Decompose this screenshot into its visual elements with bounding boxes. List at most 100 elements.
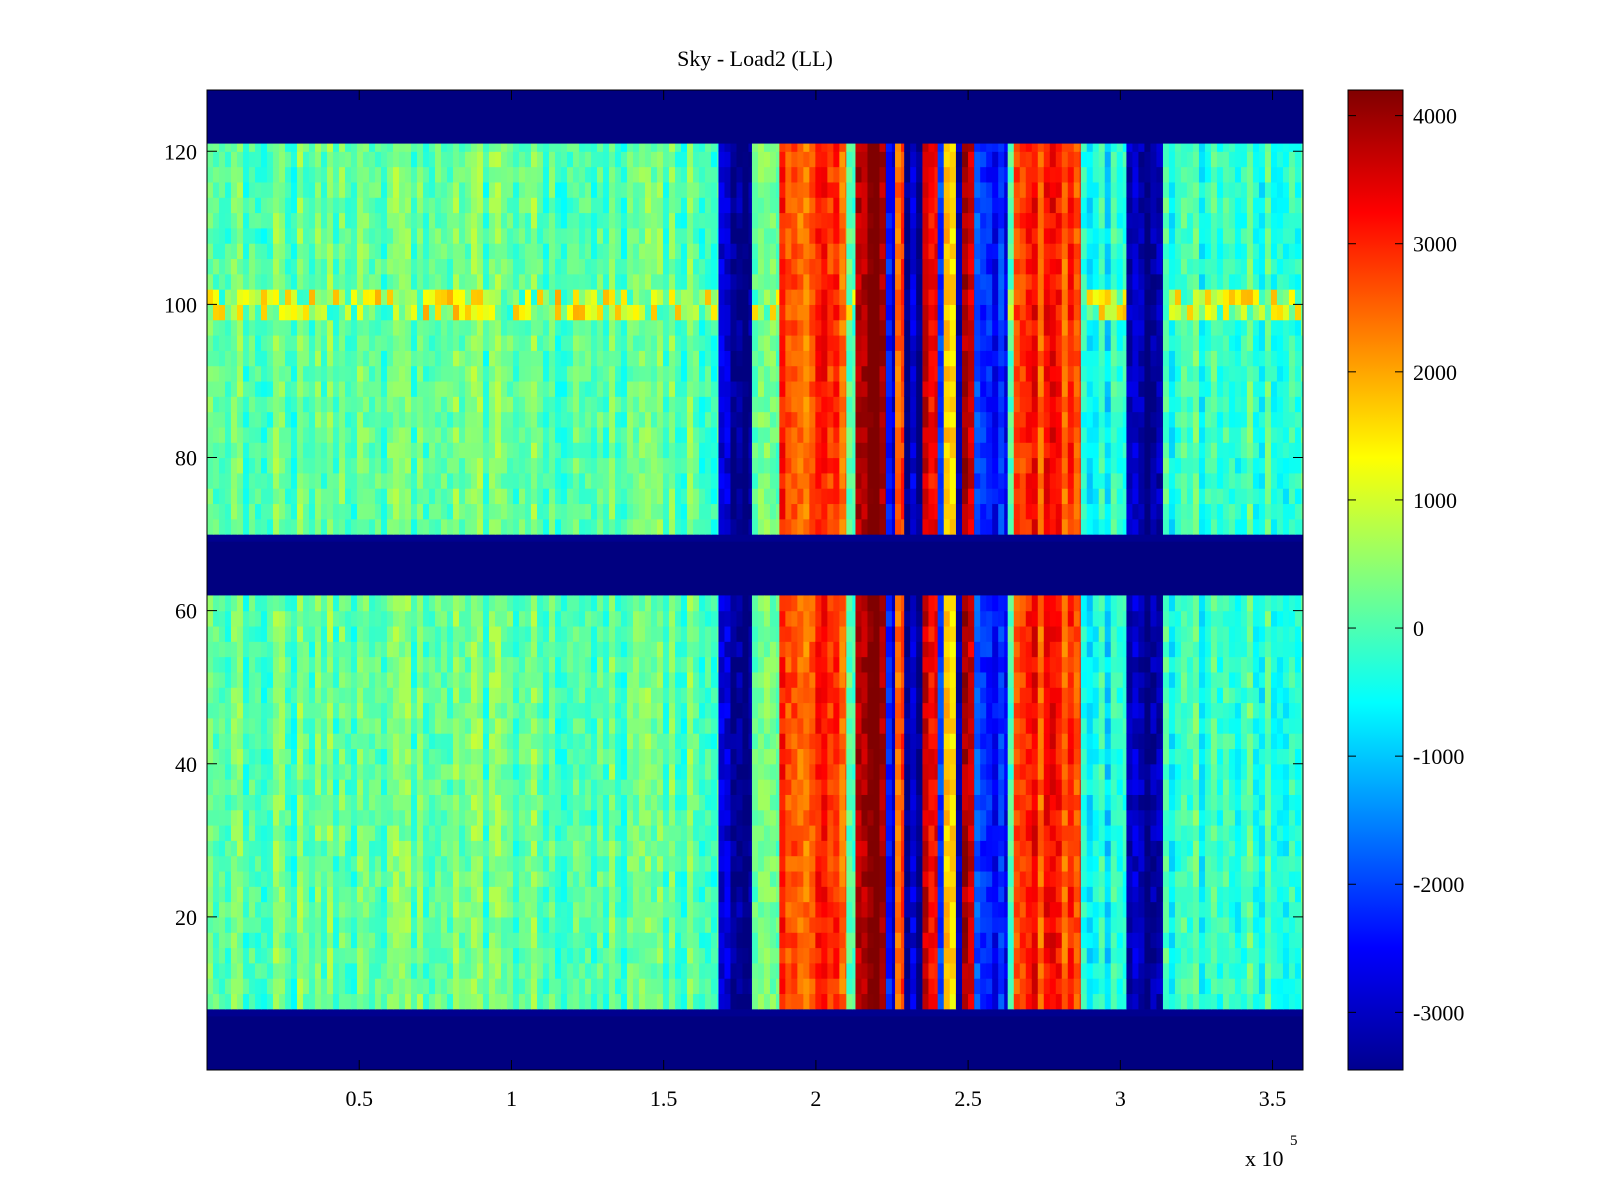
heatmap-cell (681, 380, 688, 397)
heatmap-cell (387, 411, 394, 428)
heatmap-cell (579, 932, 586, 949)
heatmap-cell (261, 411, 268, 428)
heatmap-cell (477, 197, 484, 214)
heatmap-cell (249, 656, 256, 673)
heatmap-cell (687, 825, 694, 841)
heatmap-cell (447, 717, 454, 734)
heatmap-cell (699, 840, 706, 857)
heatmap-cell (501, 717, 508, 734)
heatmap-cell (525, 319, 532, 336)
heatmap-cell (657, 870, 664, 887)
heatmap-cell (447, 702, 454, 719)
heatmap-cell (225, 426, 232, 443)
heatmap-cell (615, 442, 622, 459)
heatmap-cell (730, 258, 738, 275)
heatmap-cell (393, 947, 400, 964)
heatmap-cell (393, 825, 400, 841)
heatmap-cell (477, 258, 484, 275)
heatmap-cell (213, 733, 220, 750)
heatmap-cell (693, 978, 700, 995)
heatmap-cell (687, 809, 694, 826)
heatmap-cell (225, 166, 232, 183)
heatmap-cell (405, 365, 412, 382)
heatmap-cell (597, 733, 604, 750)
heatmap-cell (351, 319, 358, 336)
heatmap-cell (501, 212, 508, 229)
heatmap-cell (207, 151, 214, 168)
heatmap-cell (429, 993, 436, 1010)
heatmap-cell (363, 641, 370, 658)
heatmap-cell (561, 243, 568, 260)
heatmap-cell (687, 396, 694, 413)
heatmap-cell (399, 625, 406, 642)
heatmap-cell (513, 962, 520, 979)
heatmap-cell (609, 748, 616, 765)
heatmap-cell (207, 518, 214, 535)
heatmap-cell (291, 289, 298, 305)
heatmap-cell (633, 870, 640, 887)
heatmap-cell (315, 273, 322, 290)
heatmap-cell (279, 212, 286, 229)
heatmap-cell (393, 488, 400, 505)
heatmap-cell (669, 625, 676, 642)
heatmap-cell (357, 380, 364, 397)
heatmap-cell (657, 840, 664, 857)
heatmap-cell (309, 886, 316, 903)
heatmap-cell (751, 840, 759, 857)
heatmap-cell (573, 488, 580, 505)
heatmap-cell (429, 227, 436, 244)
heatmap-cell (471, 335, 478, 351)
heatmap-cell (357, 763, 364, 780)
heatmap-cell (711, 932, 718, 949)
heatmap-cell (237, 625, 244, 642)
heatmap-cell (411, 916, 418, 933)
heatmap-cell (243, 840, 250, 857)
heatmap-cell (225, 855, 232, 872)
heatmap-cell (501, 947, 508, 964)
heatmap-cell (285, 932, 292, 949)
heatmap-cell (369, 993, 376, 1010)
heatmap-cell (243, 901, 250, 918)
heatmap-cell (501, 993, 508, 1010)
heatmap-cell (369, 472, 376, 489)
heatmap-cell (309, 426, 316, 443)
heatmap-cell (291, 472, 298, 489)
heatmap-cell (531, 870, 538, 887)
heatmap-cell (651, 625, 658, 642)
heatmap-cell (693, 181, 700, 198)
heatmap-cell (681, 273, 688, 290)
heatmap-cell (763, 932, 771, 949)
heatmap-cell (519, 151, 526, 168)
heatmap-cell (351, 380, 358, 397)
heatmap-cell (291, 978, 298, 995)
heatmap-cell (273, 763, 280, 780)
heatmap-cell (219, 151, 226, 168)
heatmap-cell (751, 227, 759, 244)
heatmap-cell (375, 319, 382, 336)
heatmap-cell (763, 947, 771, 964)
heatmap-cell (603, 380, 610, 397)
heatmap-cell (531, 380, 538, 397)
heatmap-cell (249, 840, 256, 857)
heatmap-cell (543, 794, 550, 811)
heatmap-cell (567, 671, 574, 688)
heatmap-cell (411, 319, 418, 336)
heatmap-cell (459, 825, 466, 841)
heatmap-cell (279, 472, 286, 489)
heatmap-cell (267, 794, 274, 811)
heatmap-cell (573, 779, 580, 795)
heatmap-cell (669, 166, 676, 183)
heatmap-cell (718, 518, 726, 535)
heatmap-cell (285, 380, 292, 397)
heatmap-cell (657, 825, 664, 841)
heatmap-cell (633, 273, 640, 290)
heatmap-cell (411, 809, 418, 826)
heatmap-cell (748, 748, 753, 765)
heatmap-cell (597, 978, 604, 995)
heatmap-cell (543, 411, 550, 428)
heatmap-cell (717, 350, 720, 367)
heatmap-cell (297, 595, 304, 612)
heatmap-cell (255, 779, 262, 795)
heatmap-cell (748, 779, 753, 795)
heatmap-cell (327, 794, 334, 811)
